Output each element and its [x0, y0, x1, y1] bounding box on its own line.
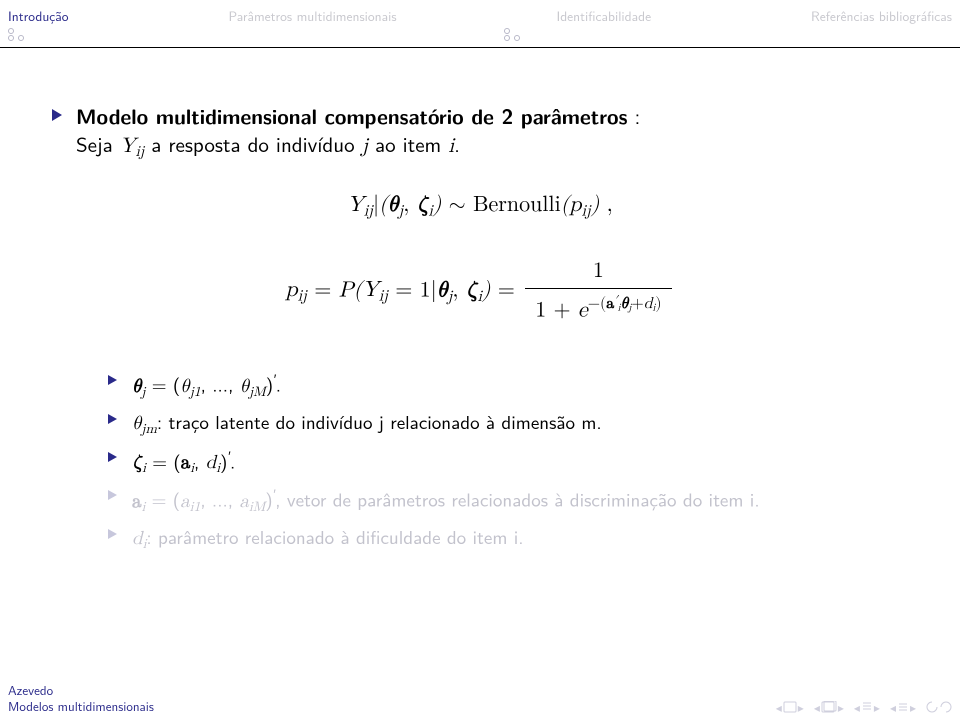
- footer-title: Modelos multidimensionais: [8, 697, 154, 716]
- sub-bullet-d-dim: di: parâmetro relacionado à dificuldade …: [106, 524, 914, 553]
- line1-text: Seja Yij a resposta do indivíduo j ao it…: [76, 129, 460, 159]
- bullet-title: Modelo multidimensional compensatório de…: [76, 101, 627, 131]
- nav-tab-introducao[interactable]: Introdução: [8, 6, 69, 26]
- nav-slide-icon[interactable]: ◂▸: [776, 698, 804, 716]
- nav-tab-parametros[interactable]: Parâmetros multidimensionais: [228, 6, 396, 26]
- slide: { "colors": { "accent": "#2a2a8a", "dim"…: [0, 0, 960, 720]
- sub-bullet-zeta: ζi = (ai, di)′.: [106, 447, 914, 478]
- bullet-triangle-icon: [108, 452, 117, 462]
- nav-tabs: Introdução Parâmetros multidimensionais …: [0, 0, 960, 26]
- bullet-triangle-icon: [108, 490, 117, 500]
- sub-bullet-a-dim: ai = (ai1, ..., aiM)′, vetor de parâmetr…: [106, 485, 914, 516]
- bullet-triangle-icon: [108, 375, 117, 385]
- nav-subsection-icon[interactable]: ◂▸: [890, 698, 916, 716]
- nav-section-icon[interactable]: ◂▸: [854, 698, 880, 716]
- bullet-triangle-icon: [108, 529, 117, 539]
- slide-body: Modelo multidimensional compensatório de…: [0, 48, 960, 553]
- nav-progress-dots: [0, 26, 960, 45]
- nav-tab-referencias[interactable]: Referências bibliográficas: [811, 6, 952, 26]
- bullet-triangle-icon: [52, 109, 62, 121]
- sub-bullet-theta-jm: θjm: traço latente do indivíduo j relaci…: [106, 409, 914, 438]
- sub-bullet-theta: θj = (θj1, ..., θjM)′.: [106, 370, 914, 401]
- main-bullet: Modelo multidimensional compensatório de…: [46, 102, 914, 163]
- sub-bullet-list: θj = (θj1, ..., θjM)′. θjm: traço latent…: [106, 370, 914, 553]
- beamer-nav-symbols[interactable]: ◂▸ ◂▸ ◂▸ ◂▸: [776, 698, 952, 716]
- nav-back-forward-icon[interactable]: [926, 700, 952, 714]
- equation-bernoulli: Yij|(θj, ζi) ∼ Bernoulli(pij) ,: [46, 191, 914, 223]
- slide-footer: Azevedo Modelos multidimensionais ◂▸ ◂▸ …: [0, 680, 960, 720]
- bullet-triangle-icon: [108, 414, 117, 424]
- nav-tab-identificabilidade[interactable]: Identificabilidade: [556, 6, 651, 26]
- equation-probability: pij = P(Yij = 1|θj, ζi) = 1 1 + e−(a′iθj…: [46, 257, 914, 327]
- nav-frame-icon[interactable]: ◂▸: [814, 698, 844, 716]
